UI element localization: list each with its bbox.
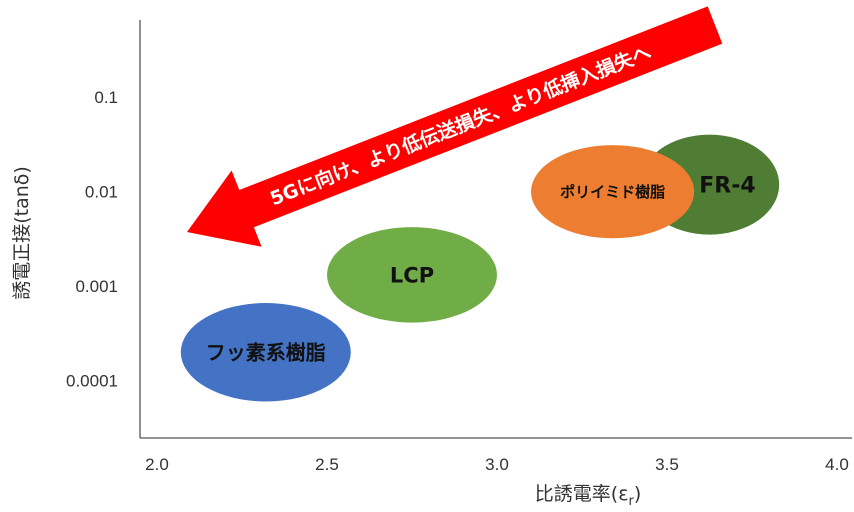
x-axis-title-text: 比誘電率 [535,483,611,505]
y-tick-label: 0.01 [85,183,118,202]
blob-lcp [327,227,497,323]
y-tick-labels: 0.1 0.01 0.001 0.0001 [66,88,118,391]
y-tick-label: 0.0001 [66,372,118,391]
series-blobs: FR-4 ポリイミド樹脂 LCP フッ素系樹脂 [180,134,780,402]
x-axis-symbol: ε [618,483,628,505]
x-tick-label: 2.0 [145,455,169,474]
blob-label-fluoropolymer: フッ素系樹脂 [206,340,326,364]
y-tick-label: 0.001 [75,277,118,296]
x-tick-label: 4.0 [825,455,849,474]
x-tick-label: 3.5 [655,455,679,474]
x-tick-label: 2.5 [315,455,339,474]
blob-polyimide [531,145,695,239]
y-axis-title: 誘電正接(tanδ) [11,166,33,300]
y-tick-label: 0.1 [94,88,118,107]
blob-label-fr4: FR-4 [699,174,755,199]
x-axis-subscript: r [628,494,634,509]
blob-label-lcp: LCP [390,263,434,287]
x-axis-title: 比誘電率(εr) [535,483,642,509]
arrow-shape [187,6,723,247]
x-tick-labels: 2.0 2.5 3.0 3.5 4.0 [145,455,849,474]
x-tick-label: 3.0 [485,455,509,474]
axes [139,20,852,439]
blob-fluoropolymer [180,303,351,402]
blob-label-polyimide: ポリイミド樹脂 [560,183,665,201]
